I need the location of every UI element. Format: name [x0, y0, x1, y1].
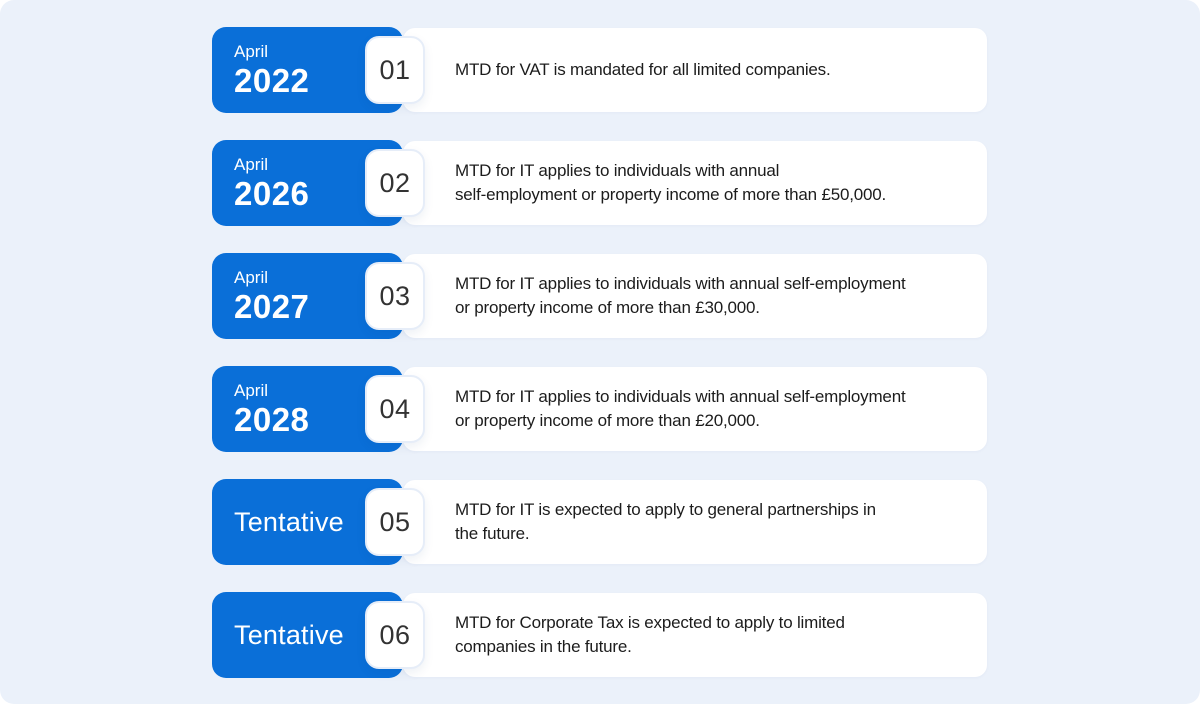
period-month-label: April — [234, 155, 269, 174]
timeline-row-5: Tentative 05 MTD for IT is expected to a… — [212, 479, 987, 565]
description-line: companies in the future. — [455, 637, 632, 656]
step-number-badge: 04 — [365, 375, 425, 443]
step-number-badge: 05 — [365, 488, 425, 556]
timeline-row-6: Tentative 06 MTD for Corporate Tax is ex… — [212, 592, 987, 678]
timeline-row-1: April 2022 01 MTD for VAT is mandated fo… — [212, 27, 987, 113]
period-month-label: April — [234, 381, 269, 400]
period-tentative-label: Tentative — [234, 507, 344, 537]
description-card: MTD for IT applies to individuals with a… — [403, 141, 987, 225]
description-line: MTD for Corporate Tax is expected to app… — [455, 613, 845, 632]
description-line: MTD for IT applies to individuals with a… — [455, 387, 906, 406]
description-card: MTD for IT is expected to apply to gener… — [403, 480, 987, 564]
description-card: MTD for VAT is mandated for all limited … — [403, 28, 987, 112]
description-line: or property income of more than £30,000. — [455, 298, 760, 317]
step-number-badge: 03 — [365, 262, 425, 330]
description-line: MTD for IT applies to individuals with a… — [455, 274, 906, 293]
step-number-badge: 06 — [365, 601, 425, 669]
description-card: MTD for IT applies to individuals with a… — [403, 367, 987, 451]
step-number-badge: 02 — [365, 149, 425, 217]
period-month-label: April — [234, 42, 269, 61]
description-card: MTD for IT applies to individuals with a… — [403, 254, 987, 338]
timeline-row-3: April 2027 03 MTD for IT applies to indi… — [212, 253, 987, 339]
timeline-row-2: April 2026 02 MTD for IT applies to indi… — [212, 140, 987, 226]
description-line: self-employment or property income of mo… — [455, 185, 887, 204]
timeline-row-4: April 2028 04 MTD for IT applies to indi… — [212, 366, 987, 452]
description-line: the future. — [455, 524, 530, 543]
period-year-label: 2028 — [234, 401, 310, 438]
period-tentative-label: Tentative — [234, 620, 344, 650]
description-line: MTD for IT applies to individuals with a… — [455, 161, 780, 180]
description-line: MTD for VAT is mandated for all limited … — [455, 60, 831, 79]
step-number-badge: 01 — [365, 36, 425, 104]
period-year-label: 2026 — [234, 175, 310, 212]
period-year-label: 2027 — [234, 288, 310, 325]
description-card: MTD for Corporate Tax is expected to app… — [403, 593, 987, 677]
description-line: MTD for IT is expected to apply to gener… — [455, 500, 876, 519]
description-line: or property income of more than £20,000. — [455, 411, 760, 430]
period-year-label: 2022 — [234, 62, 310, 99]
period-month-label: April — [234, 268, 269, 287]
timeline: April 2022 01 MTD for VAT is mandated fo… — [212, 27, 987, 678]
